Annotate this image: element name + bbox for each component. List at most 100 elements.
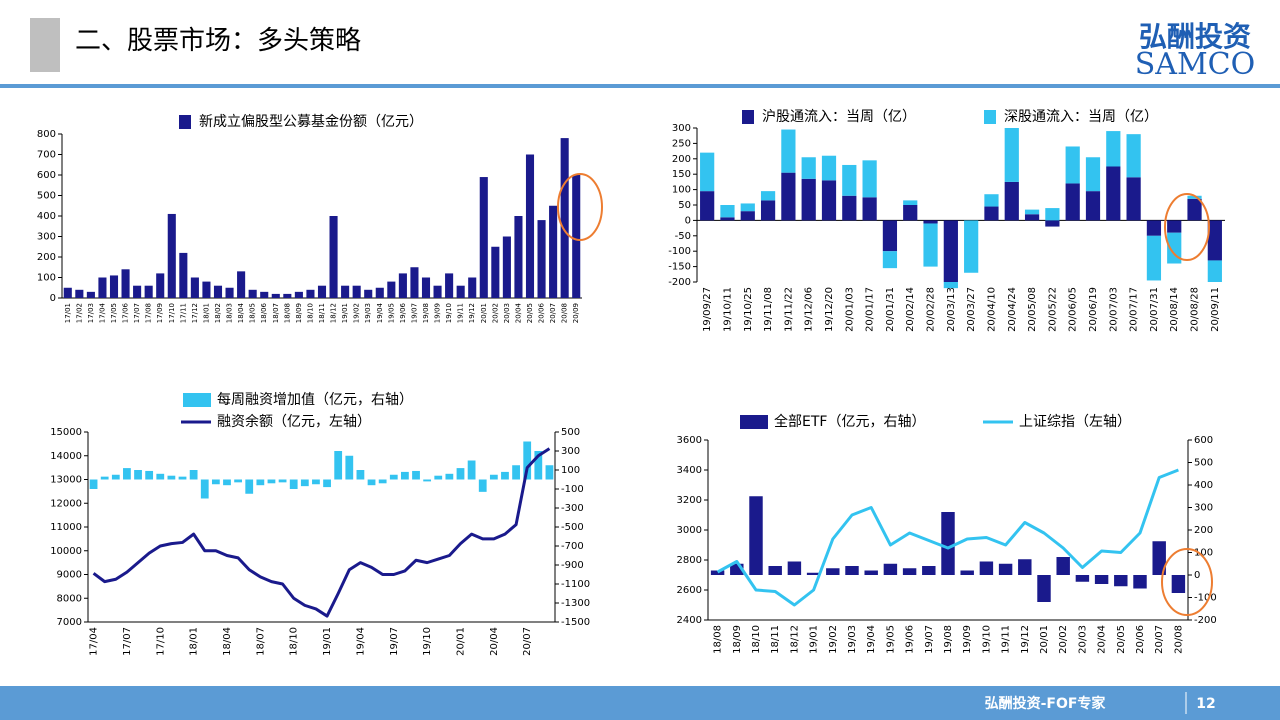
bar xyxy=(534,451,543,480)
x-tick-label: 19/02 xyxy=(828,625,839,654)
x-tick-label: 20/04 xyxy=(489,627,500,656)
x-tick-label: 20/05 xyxy=(1116,625,1127,654)
bar xyxy=(720,217,735,221)
bar xyxy=(1075,575,1090,582)
bar xyxy=(121,269,130,298)
x-tick-label: 19/08 xyxy=(943,625,954,654)
bar xyxy=(501,471,509,480)
y-tick-label: 11000 xyxy=(50,522,82,533)
bar xyxy=(525,154,535,298)
y-tick-label: 10000 xyxy=(50,546,82,557)
bar xyxy=(943,282,958,289)
x-tick-label: 19/06 xyxy=(399,302,407,323)
bar xyxy=(1106,131,1121,167)
bar xyxy=(1085,191,1101,221)
y-tick-label: 13000 xyxy=(50,475,82,486)
bar xyxy=(842,195,857,221)
bar xyxy=(345,455,354,480)
bar xyxy=(202,281,211,298)
bar xyxy=(423,479,432,482)
x-tick-label: 18/10 xyxy=(306,303,314,323)
legend-swatch xyxy=(742,110,754,124)
bar xyxy=(144,285,153,298)
x-tick-label: 18/09 xyxy=(295,303,303,323)
bar xyxy=(1207,260,1222,282)
legend-label: 上证综指（左轴） xyxy=(1019,414,1131,430)
y2-tick-label: -100 xyxy=(561,484,584,495)
highlight xyxy=(557,173,603,241)
bar xyxy=(882,251,898,269)
bar xyxy=(445,273,454,298)
x-tick-label: 18/04 xyxy=(237,302,245,323)
bar xyxy=(98,277,107,298)
x-tick-label: 19/10 xyxy=(422,627,433,656)
bar xyxy=(749,496,763,575)
y2-tick-label: 500 xyxy=(561,427,580,438)
bar xyxy=(456,285,465,298)
bar xyxy=(190,277,199,298)
bar xyxy=(806,572,821,575)
x-tick-label: 20/05/22 xyxy=(1047,287,1058,332)
bar xyxy=(801,157,816,179)
x-tick-label: 18/08 xyxy=(713,625,724,654)
bar xyxy=(234,479,242,483)
x-tick-label: 17/01 xyxy=(64,303,72,323)
y-tick-label: 15000 xyxy=(50,427,82,438)
y-tick-label: 800 xyxy=(37,129,56,140)
bar xyxy=(1187,195,1202,199)
highlight xyxy=(1164,193,1210,261)
y2-tick-label: -200 xyxy=(1194,615,1217,626)
bar xyxy=(189,470,198,480)
bar xyxy=(89,479,98,489)
legend-swatch xyxy=(183,393,211,407)
bar xyxy=(306,289,315,298)
bar xyxy=(845,566,859,575)
bar xyxy=(1056,557,1070,575)
bar xyxy=(134,470,142,480)
bar xyxy=(167,213,176,298)
bar xyxy=(294,291,303,298)
y2-tick-label: -700 xyxy=(561,541,584,552)
bar xyxy=(271,293,280,298)
y-tick-label: 3000 xyxy=(677,525,702,536)
x-tick-label: 20/09 xyxy=(572,303,580,323)
footer-bar xyxy=(0,686,1280,720)
x-tick-label: 19/12/20 xyxy=(824,287,835,332)
x-tick-label: 18/01 xyxy=(202,303,210,323)
bar xyxy=(75,289,84,298)
x-tick-label: 18/07 xyxy=(272,303,280,323)
y-tick-label: 250 xyxy=(672,138,691,149)
bar xyxy=(740,211,755,221)
bar xyxy=(964,220,979,273)
x-tick-label: 20/01 xyxy=(455,627,466,656)
x-tick-label: 19/12/06 xyxy=(804,287,815,332)
bar xyxy=(523,441,532,480)
line xyxy=(716,468,1179,607)
bar xyxy=(923,220,938,224)
y2-tick-label: -900 xyxy=(561,560,584,571)
x-tick-label: 19/06 xyxy=(905,625,916,654)
legend-swatch xyxy=(179,115,191,129)
bar xyxy=(700,152,715,192)
y2-tick-label: 300 xyxy=(561,446,580,457)
x-tick-label: 18/08 xyxy=(283,303,291,323)
legend-label: 融资余额（亿元，左轴） xyxy=(217,413,371,430)
x-tick-label: 17/10 xyxy=(168,303,176,323)
highlight xyxy=(1161,548,1213,616)
x-tick-label: 19/11 xyxy=(457,303,465,323)
x-tick-label: 19/04 xyxy=(866,625,877,654)
bar xyxy=(100,476,109,480)
y-tick-label: -50 xyxy=(675,231,691,242)
x-tick-label: 19/11 xyxy=(1001,625,1012,654)
x-tick-label: 19/07 xyxy=(389,627,400,656)
bar xyxy=(545,465,554,480)
x-tick-label: 19/10 xyxy=(981,625,992,654)
x-tick-label: 19/05 xyxy=(387,303,395,323)
logo-en: SAMCO xyxy=(1135,47,1255,82)
bar xyxy=(412,470,420,480)
bar xyxy=(245,479,254,494)
bar xyxy=(352,285,361,298)
x-tick-label: 18/06 xyxy=(260,302,268,323)
bar xyxy=(1187,198,1202,221)
bar xyxy=(225,287,234,298)
